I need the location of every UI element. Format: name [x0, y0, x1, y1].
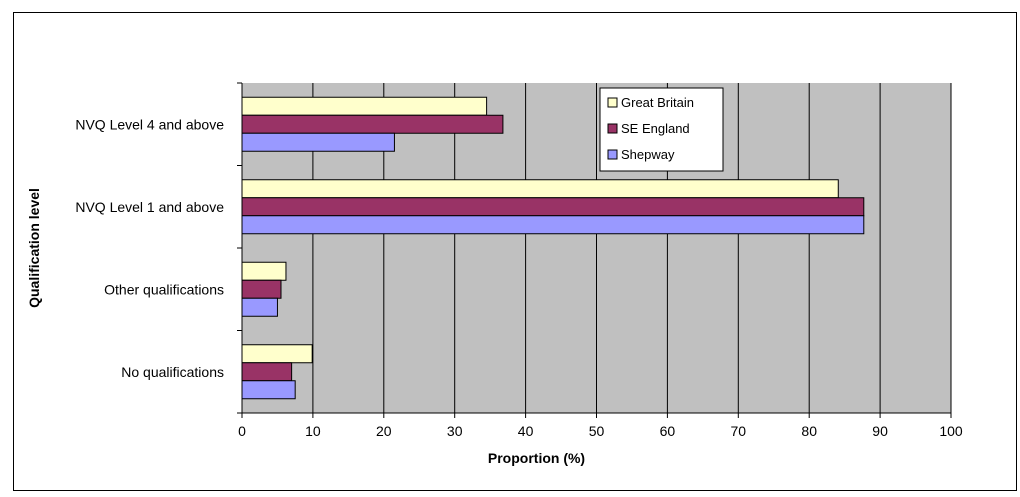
x-tick-label: 70 — [731, 423, 747, 439]
legend-label: Shepway — [621, 147, 675, 162]
legend-swatch — [607, 97, 618, 108]
bar — [241, 362, 293, 382]
bar — [241, 261, 287, 281]
legend-label: SE England — [621, 121, 690, 136]
bar — [241, 215, 865, 235]
legend: Great Britain SE England Shepway — [599, 87, 724, 172]
x-tick-label: 40 — [518, 423, 534, 439]
category-label: Other qualifications — [104, 281, 224, 297]
gridlines — [312, 83, 952, 413]
legend-swatch — [607, 149, 618, 160]
x-tick-labels: 0 10 20 30 40 50 60 70 80 90 100 — [238, 423, 963, 439]
bar — [241, 344, 313, 364]
bar — [241, 132, 395, 152]
legend-swatch — [607, 123, 618, 134]
y-axis-title: Qualification level — [26, 188, 42, 308]
bar-chart: 0 10 20 30 40 50 60 70 80 90 100 NVQ Level 4 and a… — [26, 82, 963, 466]
bar — [241, 380, 296, 400]
x-tick-label: 0 — [238, 423, 246, 439]
category-label: No qualifications — [121, 364, 224, 380]
x-tick-label: 10 — [305, 423, 321, 439]
bars — [241, 96, 865, 400]
x-tick-label: 80 — [801, 423, 817, 439]
x-axis-title: Proportion (%) — [488, 450, 585, 466]
bar — [241, 197, 865, 217]
x-tick-label: 50 — [589, 423, 605, 439]
legend-label: Great Britain — [621, 95, 694, 110]
x-tick-label: 100 — [939, 423, 963, 439]
category-label: NVQ Level 4 and above — [75, 116, 224, 132]
x-tick-label: 90 — [872, 423, 888, 439]
category-labels: NVQ Level 4 and above NVQ Level 1 and abo… — [75, 116, 224, 380]
chart-frame: 0 10 20 30 40 50 60 70 80 90 100 NVQ Level 4 and a… — [13, 12, 1017, 491]
bar — [241, 96, 488, 116]
category-label: NVQ Level 1 and above — [75, 199, 224, 215]
bar — [241, 114, 504, 134]
x-tick-label: 20 — [376, 423, 392, 439]
axes — [237, 82, 952, 418]
bar — [241, 297, 278, 317]
x-tick-label: 30 — [447, 423, 463, 439]
bar — [241, 179, 839, 199]
legend-box — [599, 87, 724, 172]
bar — [241, 279, 282, 299]
x-tick-label: 60 — [660, 423, 676, 439]
